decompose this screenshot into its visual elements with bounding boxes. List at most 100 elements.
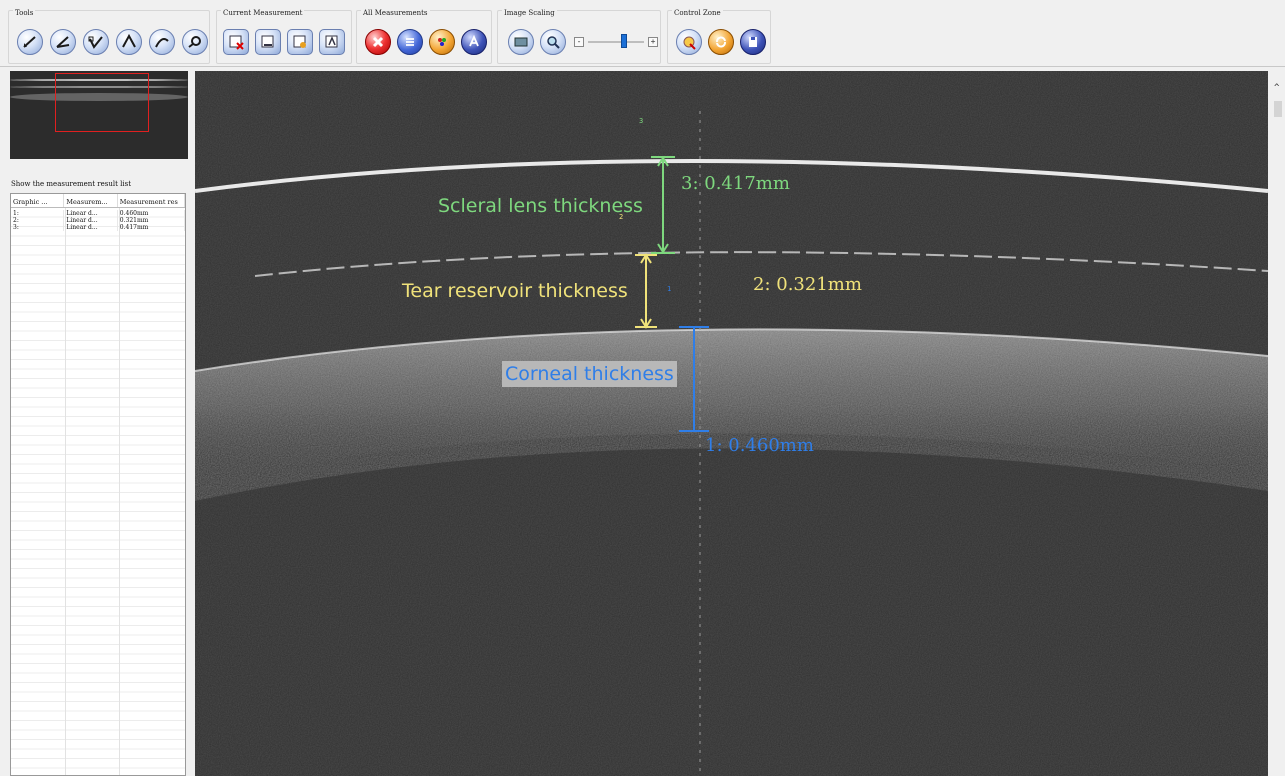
vertical-scrollbar[interactable]: ^ bbox=[1271, 71, 1285, 776]
row-result-cell: 0.460mm bbox=[118, 210, 185, 217]
measurement-2-tear[interactable] bbox=[635, 253, 657, 329]
delete-current-icon bbox=[229, 35, 244, 50]
delete-all-button[interactable] bbox=[365, 29, 391, 55]
table-row[interactable]: 2: Linear d... 0.321mm bbox=[11, 217, 185, 224]
table-row[interactable]: 3: Linear d... 0.417mm bbox=[11, 224, 185, 231]
color-current-icon bbox=[293, 35, 306, 48]
measurement-1-corneal[interactable] bbox=[679, 326, 709, 432]
thumbnail-roi-rectangle[interactable] bbox=[55, 73, 149, 132]
edit-current-icon bbox=[261, 35, 274, 48]
row-type-cell: Linear d... bbox=[64, 224, 118, 231]
save-zone-button[interactable] bbox=[740, 29, 766, 55]
list-all-button[interactable] bbox=[397, 29, 423, 55]
fit-image-icon bbox=[514, 37, 528, 47]
column-header-measurement[interactable]: Measurem... bbox=[64, 194, 118, 207]
measurement-3-tag: 3 bbox=[639, 117, 644, 125]
measurement-3-value: 3: 0.417mm bbox=[681, 173, 790, 194]
measurement-1-tag: 1 bbox=[667, 285, 672, 293]
zoom-in-button[interactable]: + bbox=[648, 37, 658, 47]
tear-reservoir-thickness-label: Tear reservoir thickness bbox=[402, 280, 628, 302]
angle-tool-icon bbox=[56, 36, 70, 48]
all-measurements-group: All Measurements bbox=[356, 9, 492, 64]
zoom-measure-icon bbox=[188, 36, 201, 48]
column-header-result[interactable]: Measurement res bbox=[118, 194, 185, 207]
control-zone-group: Control Zone bbox=[667, 9, 771, 64]
corneal-thickness-label: Corneal thickness bbox=[502, 361, 677, 387]
arc-tool-button[interactable] bbox=[116, 29, 142, 55]
lens-back-surface bbox=[254, 251, 1268, 277]
list-all-icon bbox=[406, 38, 414, 46]
result-list-caption: Show the measurement result list bbox=[11, 180, 132, 188]
current-measurement-group: Current Measurement bbox=[216, 9, 352, 64]
table-row[interactable]: 1: Linear d... 0.460mm bbox=[11, 210, 185, 217]
angle-tool-button[interactable] bbox=[50, 29, 76, 55]
toolbar: Tools Current Measurement All Measuremen… bbox=[0, 0, 1285, 67]
line-tool-icon bbox=[23, 36, 36, 48]
row-result-cell: 0.321mm bbox=[118, 217, 185, 224]
color-current-button[interactable] bbox=[287, 29, 313, 55]
measurement-2-tag: 2 bbox=[619, 213, 624, 221]
text-all-button[interactable] bbox=[461, 29, 487, 55]
row-type-cell: Linear d... bbox=[64, 210, 118, 217]
delete-all-icon bbox=[372, 36, 384, 48]
zoom-slider-thumb[interactable] bbox=[621, 34, 628, 48]
polyline-tool-button[interactable] bbox=[83, 29, 109, 55]
image-scaling-group: Image Scaling - + bbox=[497, 9, 661, 64]
row-graphic-cell: 1: bbox=[11, 210, 65, 217]
text-all-icon bbox=[469, 34, 479, 47]
zoom-image-button[interactable] bbox=[540, 29, 566, 55]
measurement-2-value: 2: 0.321mm bbox=[753, 274, 862, 295]
row-graphic-cell: 2: bbox=[11, 217, 65, 224]
column-divider bbox=[119, 194, 120, 775]
save-zone-icon bbox=[749, 37, 757, 47]
row-graphic-cell: 3: bbox=[11, 224, 65, 231]
tools-group: Tools bbox=[8, 9, 210, 64]
arc-tool-icon bbox=[122, 33, 136, 48]
palette-all-button[interactable] bbox=[429, 29, 455, 55]
row-result-cell: 0.417mm bbox=[118, 224, 185, 231]
image-thumbnail[interactable] bbox=[10, 71, 188, 159]
oct-scan-image bbox=[195, 71, 1268, 776]
label-current-button[interactable] bbox=[319, 29, 345, 55]
corneal-front-surface bbox=[195, 328, 1268, 372]
left-panel: Show the measurement result list Graphic… bbox=[8, 70, 188, 776]
zoom-measure-button[interactable] bbox=[182, 29, 208, 55]
refresh-zone-icon bbox=[716, 36, 726, 48]
image-scaling-title: Image Scaling bbox=[502, 9, 557, 17]
column-divider bbox=[65, 194, 66, 775]
control-zone-title: Control Zone bbox=[672, 9, 723, 17]
scleral-lens-thickness-label: Scleral lens thickness bbox=[438, 195, 643, 217]
oct-image-view[interactable]: Scleral lens thickness Tear reservoir th… bbox=[195, 71, 1268, 776]
row-type-cell: Linear d... bbox=[64, 217, 118, 224]
fit-image-button[interactable] bbox=[508, 29, 534, 55]
measurement-3-scleral[interactable] bbox=[651, 156, 675, 254]
result-table-header: Graphic ... Measurem... Measurement res bbox=[11, 194, 185, 208]
measurement-1-value: 1: 0.460mm bbox=[705, 435, 814, 456]
scrollbar-thumb[interactable] bbox=[1274, 101, 1282, 117]
polyline-tool-icon bbox=[88, 36, 103, 49]
result-table-grid bbox=[11, 208, 185, 775]
clear-zone-button[interactable] bbox=[676, 29, 702, 55]
palette-all-icon bbox=[438, 38, 446, 46]
scroll-up-icon[interactable]: ^ bbox=[1274, 83, 1280, 93]
tools-group-title: Tools bbox=[13, 9, 36, 17]
thumbnail-cornea-band bbox=[10, 93, 188, 101]
result-table[interactable]: Graphic ... Measurem... Measurement res … bbox=[10, 193, 186, 776]
thumbnail-lens-line bbox=[10, 79, 188, 81]
curve-tool-button[interactable] bbox=[149, 29, 175, 55]
refresh-zone-button[interactable] bbox=[708, 29, 734, 55]
lens-front-surface bbox=[195, 159, 1268, 193]
label-current-icon bbox=[325, 35, 338, 48]
delete-current-button[interactable] bbox=[223, 29, 249, 55]
zoom-image-icon bbox=[547, 36, 560, 49]
zoom-slider[interactable] bbox=[588, 41, 644, 43]
curve-tool-icon bbox=[155, 38, 169, 48]
zoom-out-button[interactable]: - bbox=[574, 37, 584, 47]
column-header-graphic[interactable]: Graphic ... bbox=[11, 194, 65, 207]
current-measurement-title: Current Measurement bbox=[221, 9, 305, 17]
clear-zone-icon bbox=[683, 36, 696, 50]
thumbnail-tear-line bbox=[10, 86, 188, 88]
all-measurements-title: All Measurements bbox=[361, 9, 430, 17]
line-tool-button[interactable] bbox=[17, 29, 43, 55]
edit-current-button[interactable] bbox=[255, 29, 281, 55]
